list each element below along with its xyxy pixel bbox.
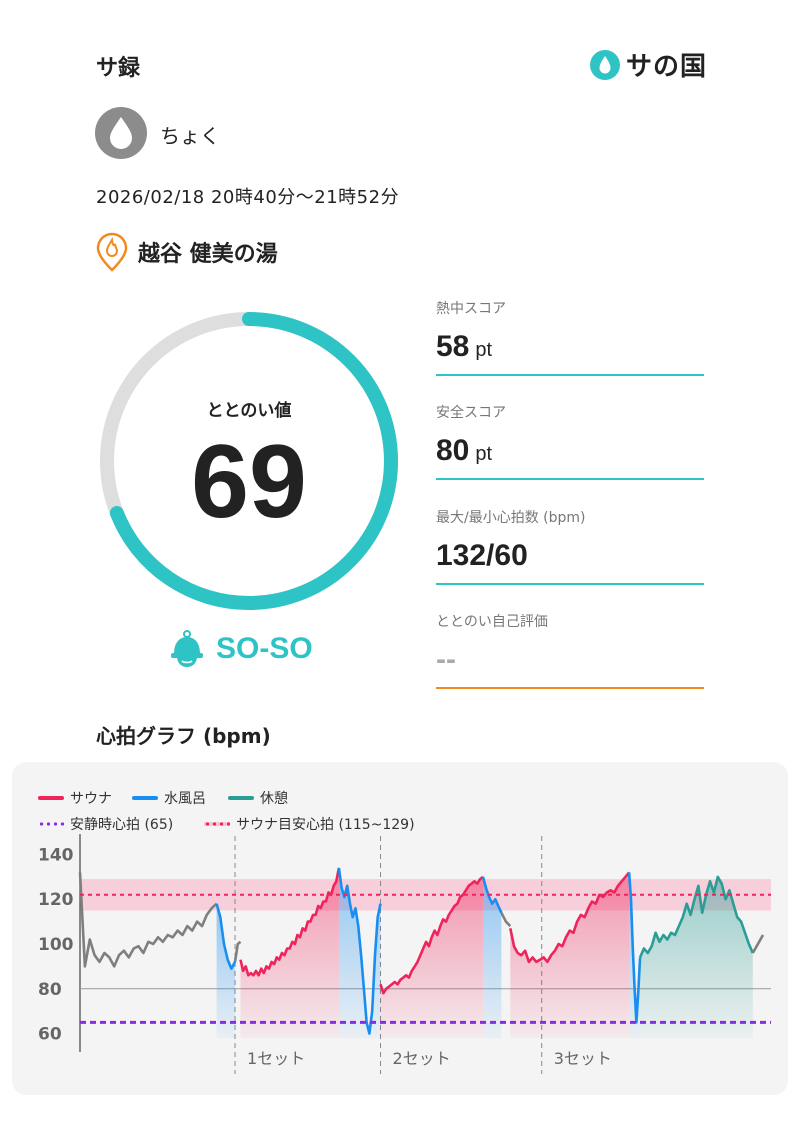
legend-label: 水風呂: [164, 791, 206, 807]
metric-value: 132/60: [436, 539, 528, 572]
legend-swatch: [38, 822, 64, 826]
totonoi-label: ととのい値: [206, 401, 292, 421]
metric-value: 58 pt: [436, 330, 493, 363]
metric-label: 最大/最小心拍数 (bpm): [436, 510, 586, 526]
legend-resting-hr: 安静時心拍 (65): [38, 814, 173, 834]
legend-swatch: [204, 822, 230, 826]
rating-text: SO-SO: [216, 632, 313, 665]
y-tick-label: 60: [38, 1025, 62, 1045]
metric-safety-score: 安全スコア 80 pt: [436, 402, 704, 480]
drop-avatar-icon: [110, 117, 132, 149]
session-datetime: 2026/02/18 20時40分〜21時52分: [96, 187, 400, 208]
water-line: [627, 872, 642, 1024]
user-name[interactable]: ちょく: [160, 124, 220, 148]
avatar[interactable]: [95, 107, 147, 159]
water-line: [215, 903, 237, 970]
set-label: 1セット: [247, 1049, 305, 1068]
metric-unit: pt: [475, 443, 493, 465]
legend-rest: 休憩: [228, 788, 288, 808]
water-area: [216, 903, 235, 1038]
metric-underline: [436, 478, 704, 480]
y-tick-label: 100: [38, 935, 74, 955]
legend-label: サウナ: [70, 791, 112, 807]
y-tick-label: 120: [38, 890, 74, 910]
legend-label: 休憩: [260, 791, 288, 807]
sauna-area: [510, 872, 630, 1038]
sauna-line: [379, 875, 484, 995]
metric-heart-rate: 最大/最小心拍数 (bpm) 132/60: [436, 507, 704, 585]
sauna-area: [240, 867, 339, 1038]
sauna-area: [380, 876, 483, 1038]
y-tick-label: 80: [38, 980, 62, 1000]
rest-area: [640, 876, 753, 1038]
metric-label: 安全スコア: [436, 405, 506, 421]
legend-sauna-target: サウナ目安心拍 (115~129): [204, 814, 415, 834]
facility[interactable]: 越谷 健美の湯: [96, 232, 278, 272]
y-tick-label: 140: [38, 845, 74, 865]
water-area: [483, 876, 502, 1038]
brand-name: サの国: [626, 52, 708, 82]
facility-pin-icon: [96, 232, 128, 272]
sauna-line: [239, 867, 341, 977]
facility-name: 越谷 健美の湯: [138, 242, 278, 267]
metric-underline: [436, 374, 704, 376]
idle-line: [500, 912, 512, 928]
ring-progress: [100, 312, 398, 610]
legend-water: 水風呂: [132, 788, 206, 808]
brand-logo: サの国: [590, 46, 707, 83]
idle-line: [751, 934, 765, 954]
sauna-hat-icon: [171, 630, 203, 667]
set-label: 3セット: [554, 1049, 612, 1068]
idle-line: [233, 940, 242, 963]
totonoi-ring: [94, 306, 404, 616]
metric-value: --: [436, 643, 456, 676]
app-title: サ録: [96, 56, 141, 81]
heart-rate-chart: 140 120 100 80 60 1セット 2セット 3セット: [38, 834, 771, 1074]
metric-heat-score: 熱中スコア 58 pt: [436, 298, 704, 376]
metric-underline: [436, 687, 704, 689]
metric-unit: pt: [475, 339, 493, 361]
water-line: [337, 867, 382, 1035]
metric-self-evaluation[interactable]: ととのい自己評価 --: [436, 611, 704, 689]
metric-label: 熱中スコア: [436, 301, 506, 317]
sauna-line: [509, 871, 631, 964]
idle-line: [78, 872, 218, 968]
graph-title: 心拍グラフ (bpm): [96, 724, 271, 748]
metric-label: ととのい自己評価: [436, 614, 548, 630]
metric-underline: [436, 583, 704, 585]
legend-swatch: [38, 796, 64, 800]
legend-swatch: [228, 796, 254, 800]
heart-rate-graph-card: サウナ 水風呂 休憩 安静時心拍 (65) サウナ目安心拍 (115~129) …: [12, 762, 788, 1095]
water-line: [481, 876, 503, 914]
totonoi-value: 69: [191, 424, 307, 540]
drop-logo-icon: [590, 49, 620, 80]
water-area: [629, 872, 641, 1038]
legend-label: 安静時心拍 (65): [70, 817, 174, 833]
rest-line: [638, 875, 754, 958]
metric-value: 80 pt: [436, 434, 493, 467]
legend-sauna: サウナ: [38, 788, 112, 808]
legend-swatch: [132, 796, 158, 800]
rating-badge: SO-SO: [168, 630, 313, 668]
legend-label: サウナ目安心拍 (115~129): [236, 817, 415, 833]
set-label: 2セット: [393, 1049, 451, 1068]
